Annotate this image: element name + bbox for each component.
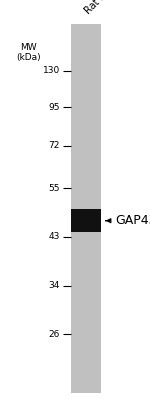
Text: 95: 95 (48, 103, 60, 112)
Bar (70, 209, 101, 232)
Text: 26: 26 (49, 330, 60, 339)
Text: MW
(kDa): MW (kDa) (16, 43, 41, 62)
Text: 130: 130 (43, 66, 60, 75)
Text: 43: 43 (49, 232, 60, 241)
Text: Rat hippocampus: Rat hippocampus (83, 0, 150, 16)
Bar (70, 24, 101, 393)
Text: 34: 34 (49, 281, 60, 290)
Text: 72: 72 (49, 141, 60, 150)
Text: 55: 55 (48, 184, 60, 193)
Text: GAP43: GAP43 (116, 214, 150, 227)
